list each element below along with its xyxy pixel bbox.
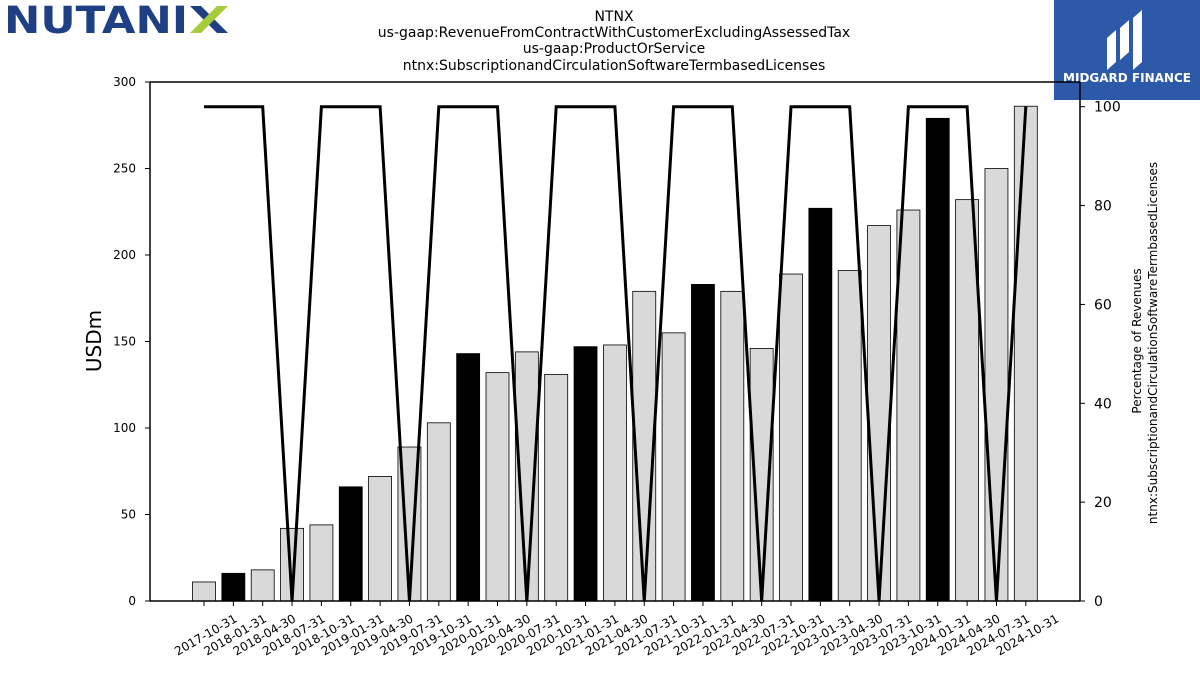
bar-2020-10-31 xyxy=(544,373,569,602)
bar-2019-01-31 xyxy=(338,486,363,602)
chart-title-line-3: us-gaap:ProductOrService xyxy=(523,41,706,57)
x-axis-ticks: 2017-10-312018-01-312018-04-302018-07-31… xyxy=(172,601,1061,658)
bar-2022-04-30 xyxy=(720,290,745,602)
bar-2019-10-31 xyxy=(426,422,451,602)
y-left-tick-label: 100 xyxy=(113,421,136,435)
nutanix-logo-x-mark xyxy=(190,6,228,33)
midgard-finance-badge: MIDGARD FINANCE xyxy=(1054,0,1200,100)
y-left-tick-label: 50 xyxy=(121,508,136,522)
bar-2024-07-31 xyxy=(984,168,1009,602)
nutanix-logo-graphic: NUTANI xyxy=(4,0,228,42)
midgard-finance-text: MIDGARD FINANCE xyxy=(1063,71,1191,85)
chart-title-line-2: us-gaap:RevenueFromContractWithCustomerE… xyxy=(378,25,850,41)
bar-2022-01-31 xyxy=(691,284,715,602)
y-axis-right-title-line-1: Percentage of Revenues xyxy=(1130,268,1144,413)
midgard-finance-emblem-icon xyxy=(1107,10,1142,70)
y-axis-right-title: Percentage of Revenues ntnx:Subscription… xyxy=(1130,162,1160,524)
y-right-tick-label: 80 xyxy=(1094,199,1112,215)
bar-2018-04-30 xyxy=(250,569,275,602)
bar-2022-10-31 xyxy=(779,273,803,602)
y-left-tick-label: 150 xyxy=(113,335,136,349)
bar-2019-04-30 xyxy=(368,476,393,602)
bar-2023-07-31 xyxy=(867,225,891,602)
bar-2021-10-31 xyxy=(661,332,686,602)
bar-2017-10-31 xyxy=(192,581,216,602)
bar-series xyxy=(192,105,1038,602)
nutanix-logo: NUTANI xyxy=(4,0,232,42)
bar-2020-04-30 xyxy=(485,372,510,602)
bar-2018-10-31 xyxy=(309,524,334,602)
y-axis-right-ticks: 0 20 40 60 80 100 xyxy=(1080,100,1121,610)
chart-title-line-1: NTNX xyxy=(594,9,633,25)
y-left-tick-label: 300 xyxy=(113,75,136,89)
y-left-tick-label: 0 xyxy=(128,594,136,608)
percentage-line xyxy=(204,105,1028,602)
bar-2021-04-30 xyxy=(603,344,627,602)
nutanix-logo-text: NUTANI xyxy=(4,2,188,38)
chart-title-line-4: ntnx:SubscriptionandCirculationSoftwareT… xyxy=(403,58,826,74)
y-left-tick-label: 250 xyxy=(113,162,136,176)
y-right-tick-label: 100 xyxy=(1094,100,1121,116)
bar-2023-04-30 xyxy=(837,270,862,602)
bar-2020-01-31 xyxy=(456,353,481,602)
y-right-tick-label: 60 xyxy=(1094,297,1112,313)
bar-2023-10-31 xyxy=(896,209,921,602)
midgard-finance-logo-graphic: MIDGARD FINANCE xyxy=(1063,10,1191,85)
bar-2023-01-31 xyxy=(808,207,833,602)
y-axis-right-title-line-2: ntnx:SubscriptionandCirculationSoftwareT… xyxy=(1146,162,1160,524)
y-right-tick-label: 0 xyxy=(1094,594,1103,610)
y-left-tick-label: 200 xyxy=(113,248,136,262)
bar-2024-01-31 xyxy=(925,117,950,602)
bar-2024-10-31 xyxy=(1013,105,1038,602)
bar-2021-01-31 xyxy=(573,346,598,602)
y-axis-left-ticks: 0 50 100 150 200 250 300 xyxy=(113,75,150,608)
chart-title: NTNX us-gaap:RevenueFromContractWithCust… xyxy=(378,9,850,74)
y-axis-left-title: USDm xyxy=(82,310,106,372)
y-right-tick-label: 40 xyxy=(1094,396,1112,412)
bar-2018-01-31 xyxy=(221,572,246,602)
y-right-tick-label: 20 xyxy=(1094,495,1112,511)
percentage-line-series xyxy=(204,105,1028,602)
